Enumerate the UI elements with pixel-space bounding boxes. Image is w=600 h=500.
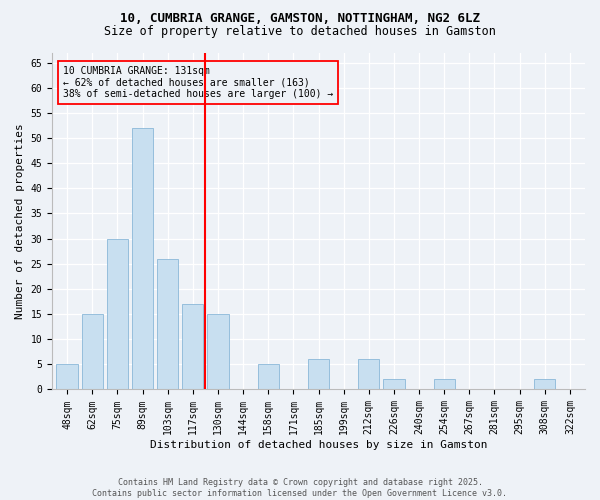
- X-axis label: Distribution of detached houses by size in Gamston: Distribution of detached houses by size …: [150, 440, 487, 450]
- Bar: [257, 364, 279, 390]
- Text: 10, CUMBRIA GRANGE, GAMSTON, NOTTINGHAM, NG2 6LZ: 10, CUMBRIA GRANGE, GAMSTON, NOTTINGHAM,…: [120, 12, 480, 26]
- Bar: [182, 304, 203, 390]
- Text: Size of property relative to detached houses in Gamston: Size of property relative to detached ho…: [104, 25, 496, 38]
- Bar: [308, 360, 329, 390]
- Bar: [383, 380, 404, 390]
- Bar: [434, 380, 455, 390]
- Bar: [107, 238, 128, 390]
- Bar: [56, 364, 78, 390]
- Text: 10 CUMBRIA GRANGE: 131sqm
← 62% of detached houses are smaller (163)
38% of semi: 10 CUMBRIA GRANGE: 131sqm ← 62% of detac…: [62, 66, 333, 99]
- Bar: [82, 314, 103, 390]
- Bar: [358, 360, 379, 390]
- Bar: [157, 258, 178, 390]
- Y-axis label: Number of detached properties: Number of detached properties: [15, 123, 25, 319]
- Bar: [132, 128, 153, 390]
- Bar: [534, 380, 556, 390]
- Text: Contains HM Land Registry data © Crown copyright and database right 2025.
Contai: Contains HM Land Registry data © Crown c…: [92, 478, 508, 498]
- Bar: [207, 314, 229, 390]
